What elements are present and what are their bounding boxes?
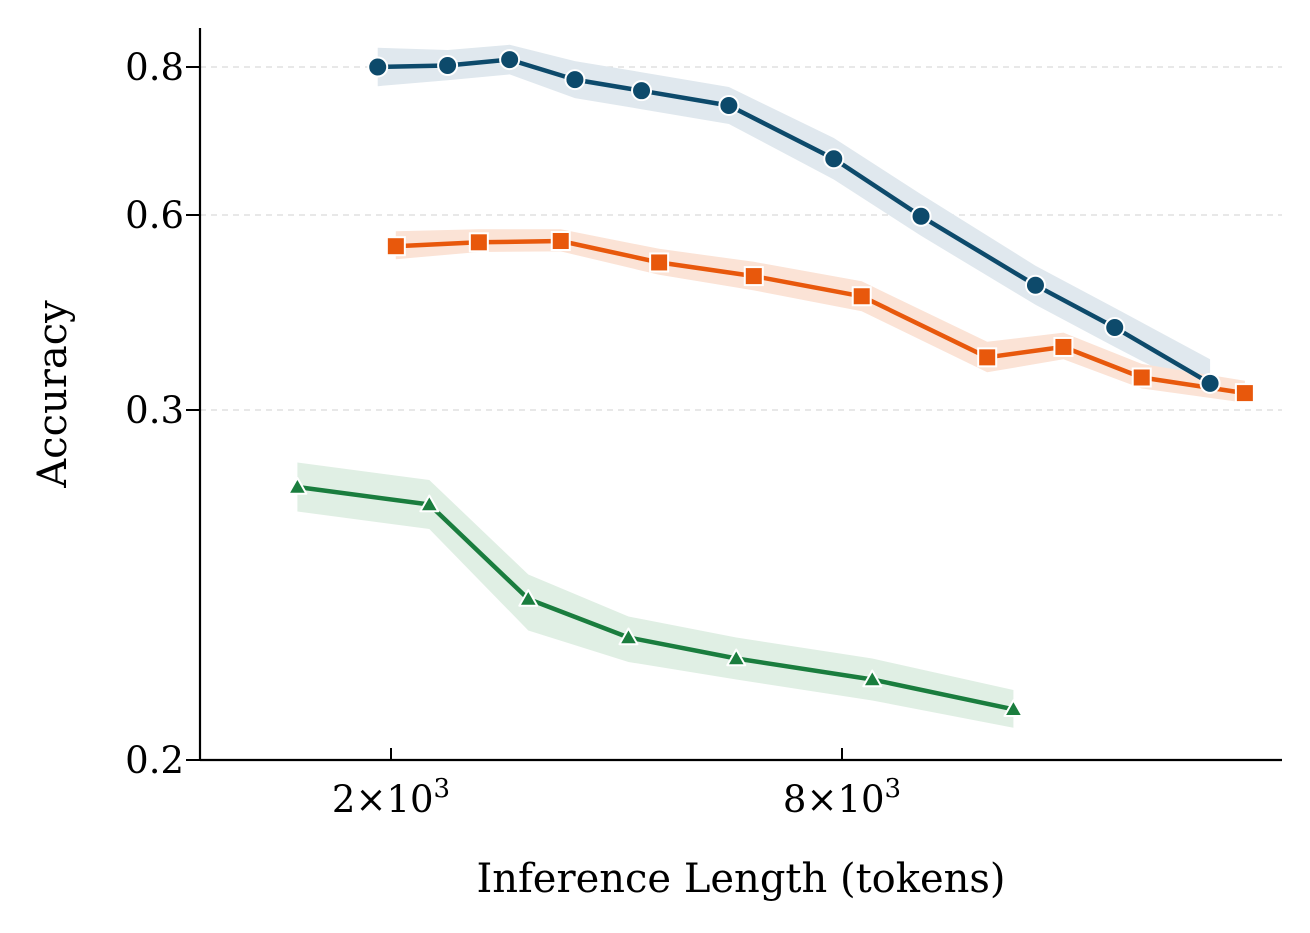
series-1-marker bbox=[564, 69, 586, 91]
series-1-marker bbox=[1104, 316, 1126, 338]
series-1-marker bbox=[718, 94, 740, 116]
series-1-line bbox=[375, 57, 1213, 386]
y-axis-title: Accuracy bbox=[30, 300, 76, 489]
series-1-marker bbox=[823, 148, 845, 170]
series-3-marker bbox=[419, 494, 440, 513]
series-2-marker bbox=[1053, 336, 1074, 357]
x-tick-times-sign: ×10 bbox=[806, 778, 884, 821]
series-2-marker bbox=[743, 266, 764, 287]
series-2-confidence-band bbox=[395, 229, 1245, 403]
series-2-line bbox=[393, 238, 1248, 396]
y-tick-label: 0.2 bbox=[125, 739, 184, 782]
series-markers bbox=[287, 49, 1255, 717]
x-tick-label: 8×103 bbox=[783, 774, 901, 821]
series-2-marker bbox=[851, 286, 872, 307]
x-tick-exponent: 3 bbox=[434, 774, 451, 804]
series-lines bbox=[295, 57, 1248, 712]
series-3-confidence-band bbox=[297, 462, 1014, 728]
x-tick-exponent: 3 bbox=[885, 774, 902, 804]
series-2-marker bbox=[1234, 383, 1255, 404]
x-tick-label: 2×103 bbox=[332, 774, 450, 821]
series-1-marker bbox=[499, 49, 521, 71]
series-2-marker bbox=[1131, 367, 1152, 388]
series-2-marker bbox=[977, 347, 998, 368]
series-3-marker bbox=[518, 589, 539, 607]
x-tick-times-sign: ×10 bbox=[355, 778, 433, 821]
series-3-marker bbox=[287, 477, 308, 495]
series-3-marker bbox=[726, 648, 747, 667]
series-3-marker bbox=[862, 669, 883, 688]
series-2-marker bbox=[649, 252, 670, 273]
series-1-marker bbox=[1024, 274, 1046, 296]
y-tick-label: 0.3 bbox=[125, 389, 184, 432]
series-1-marker bbox=[1199, 372, 1221, 394]
series-2-marker bbox=[550, 231, 571, 251]
series-3-marker bbox=[618, 627, 639, 646]
series-2-marker bbox=[468, 232, 489, 253]
series-1-marker bbox=[437, 55, 459, 77]
y-tick-label: 0.8 bbox=[125, 46, 184, 89]
x-tick-mantissa: 8 bbox=[783, 778, 807, 821]
y-tick-label: 0.6 bbox=[125, 194, 184, 237]
series-2-marker bbox=[385, 236, 406, 257]
x-tick-mantissa: 2 bbox=[332, 778, 356, 821]
series-1-marker bbox=[367, 56, 389, 78]
ticks: 0.20.30.60.82×103 8×103 bbox=[125, 46, 901, 821]
axes bbox=[198, 28, 1282, 762]
series-1-marker bbox=[631, 80, 653, 102]
x-axis-title: Inference Length (tokens) bbox=[476, 856, 1005, 902]
confidence-bands bbox=[297, 44, 1245, 728]
series-3-marker bbox=[1003, 699, 1024, 717]
series-1-marker bbox=[910, 205, 932, 227]
